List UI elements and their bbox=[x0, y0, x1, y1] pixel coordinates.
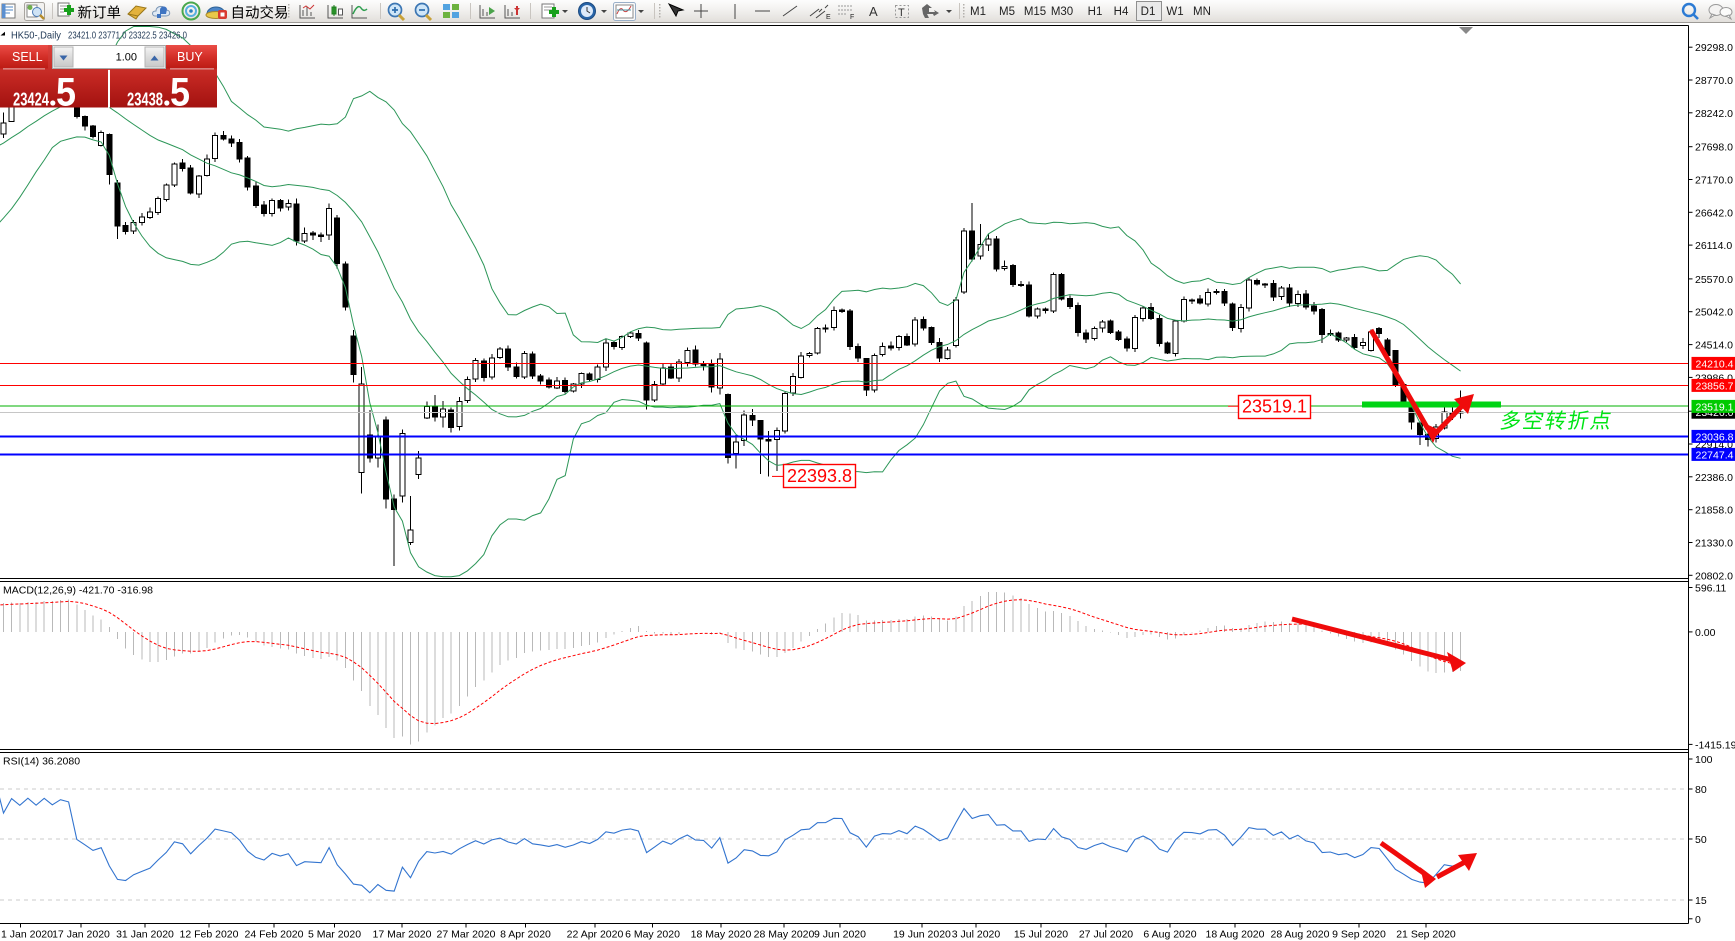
svg-text:6 May 2020: 6 May 2020 bbox=[625, 929, 680, 941]
svg-text:27 Jul 2020: 27 Jul 2020 bbox=[1079, 929, 1133, 941]
svg-text:1 Jan 2020: 1 Jan 2020 bbox=[1, 929, 53, 941]
svg-text:17 Jan 2020: 17 Jan 2020 bbox=[52, 929, 110, 941]
svg-text:12 Feb 2020: 12 Feb 2020 bbox=[180, 929, 239, 941]
svg-text:1.00: 1.00 bbox=[116, 52, 137, 64]
svg-text:3 Jul 2020: 3 Jul 2020 bbox=[952, 929, 1001, 941]
svg-text:0: 0 bbox=[1695, 914, 1701, 926]
svg-text:HK50-,Daily: HK50-,Daily bbox=[11, 30, 62, 42]
svg-text:27170.0: 27170.0 bbox=[1695, 175, 1733, 187]
svg-text:F: F bbox=[850, 14, 854, 21]
svg-text:27 Mar 2020: 27 Mar 2020 bbox=[437, 929, 496, 941]
svg-text:25042.0: 25042.0 bbox=[1695, 307, 1733, 319]
svg-text:24210.4: 24210.4 bbox=[1696, 358, 1734, 370]
svg-text:15: 15 bbox=[1695, 895, 1707, 907]
svg-text:T: T bbox=[898, 7, 905, 19]
svg-text:18 May 2020: 18 May 2020 bbox=[691, 929, 752, 941]
svg-text:BUY: BUY bbox=[177, 50, 203, 64]
svg-text:28770.0: 28770.0 bbox=[1695, 75, 1733, 87]
svg-text:21 Sep 2020: 21 Sep 2020 bbox=[1396, 929, 1456, 941]
svg-text:5: 5 bbox=[170, 71, 190, 115]
svg-text:22393.8: 22393.8 bbox=[787, 466, 852, 486]
svg-text:22386.0: 22386.0 bbox=[1695, 472, 1733, 484]
svg-text:W1: W1 bbox=[1166, 6, 1183, 18]
svg-text:-1415.19: -1415.19 bbox=[1695, 739, 1735, 751]
svg-text:29298.0: 29298.0 bbox=[1695, 42, 1733, 54]
svg-text:A: A bbox=[869, 4, 878, 19]
svg-text:E: E bbox=[826, 14, 831, 21]
svg-text:24 Feb 2020: 24 Feb 2020 bbox=[245, 929, 304, 941]
svg-text:24514.0: 24514.0 bbox=[1695, 340, 1733, 352]
svg-text:28 May 2020: 28 May 2020 bbox=[754, 929, 815, 941]
svg-text:5 Mar 2020: 5 Mar 2020 bbox=[308, 929, 361, 941]
svg-text:M1: M1 bbox=[970, 6, 986, 18]
svg-text:D1: D1 bbox=[1141, 6, 1156, 18]
svg-text:8 Apr 2020: 8 Apr 2020 bbox=[500, 929, 551, 941]
svg-text:18 Aug 2020: 18 Aug 2020 bbox=[1206, 929, 1265, 941]
svg-text:RSI(14) 36.2080: RSI(14) 36.2080 bbox=[3, 756, 80, 768]
svg-text:23424: 23424 bbox=[13, 90, 49, 110]
svg-text:50: 50 bbox=[1695, 834, 1707, 846]
svg-text:23036.8: 23036.8 bbox=[1696, 431, 1734, 443]
svg-text:28242.0: 28242.0 bbox=[1695, 108, 1733, 120]
svg-text:H1: H1 bbox=[1088, 6, 1103, 18]
svg-text:6 Aug 2020: 6 Aug 2020 bbox=[1143, 929, 1196, 941]
svg-text:80: 80 bbox=[1695, 784, 1707, 796]
svg-text:23519.1: 23519.1 bbox=[1242, 397, 1307, 417]
svg-text:19 Jun 2020: 19 Jun 2020 bbox=[893, 929, 951, 941]
svg-text:M30: M30 bbox=[1051, 6, 1073, 18]
svg-text:M15: M15 bbox=[1024, 6, 1046, 18]
svg-text:21858.0: 21858.0 bbox=[1695, 505, 1733, 517]
svg-text:23519.1: 23519.1 bbox=[1696, 401, 1734, 413]
svg-text:22 Apr 2020: 22 Apr 2020 bbox=[567, 929, 624, 941]
svg-text:MN: MN bbox=[1193, 6, 1211, 18]
svg-text:MACD(12,26,9) -421.70 -316.98: MACD(12,26,9) -421.70 -316.98 bbox=[3, 585, 153, 597]
svg-text:31 Jan 2020: 31 Jan 2020 bbox=[116, 929, 174, 941]
svg-text:596.11: 596.11 bbox=[1695, 583, 1726, 595]
svg-text:26114.0: 26114.0 bbox=[1695, 240, 1732, 252]
svg-text:5: 5 bbox=[56, 71, 76, 115]
svg-text:27698.0: 27698.0 bbox=[1695, 142, 1733, 154]
svg-text:0.00: 0.00 bbox=[1695, 627, 1716, 639]
svg-text:23856.7: 23856.7 bbox=[1696, 380, 1734, 392]
svg-text:20802.0: 20802.0 bbox=[1695, 570, 1733, 582]
svg-text:9 Sep 2020: 9 Sep 2020 bbox=[1332, 929, 1386, 941]
svg-text:15 Jul 2020: 15 Jul 2020 bbox=[1014, 929, 1068, 941]
svg-text:26642.0: 26642.0 bbox=[1695, 207, 1733, 219]
svg-text:9 Jun 2020: 9 Jun 2020 bbox=[814, 929, 866, 941]
svg-text:23421.0 23771.0 23322.5 23426.: 23421.0 23771.0 23322.5 23426.0 bbox=[68, 30, 187, 42]
svg-text:100: 100 bbox=[1695, 754, 1713, 766]
svg-text:28 Aug 2020: 28 Aug 2020 bbox=[1271, 929, 1330, 941]
svg-text:H4: H4 bbox=[1114, 6, 1129, 18]
svg-text:17 Mar 2020: 17 Mar 2020 bbox=[373, 929, 432, 941]
svg-text:M5: M5 bbox=[999, 6, 1015, 18]
svg-text:21330.0: 21330.0 bbox=[1695, 538, 1733, 550]
svg-text:SELL: SELL bbox=[12, 50, 43, 64]
svg-text:22747.4: 22747.4 bbox=[1696, 449, 1734, 461]
svg-text:25570.0: 25570.0 bbox=[1695, 274, 1733, 286]
svg-text:23438: 23438 bbox=[127, 90, 163, 110]
